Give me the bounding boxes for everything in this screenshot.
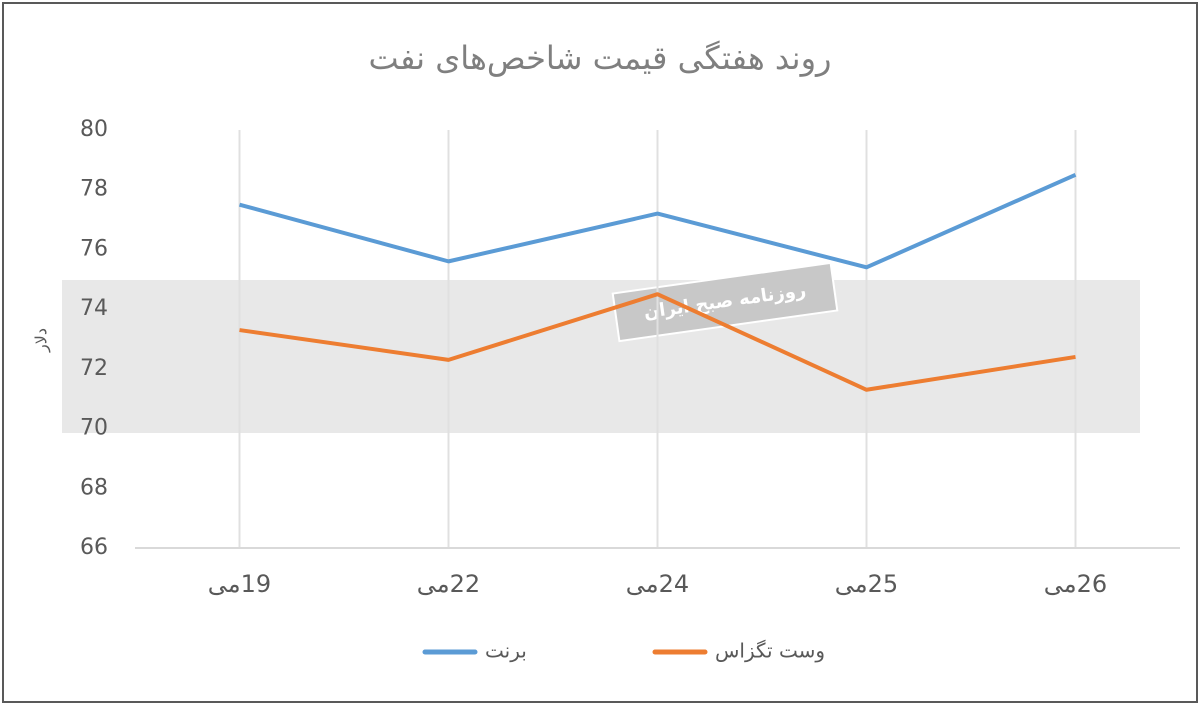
- x-tick-label: 26می: [1044, 570, 1107, 598]
- series-line: [238, 172, 1077, 270]
- x-tick-label: 19می: [208, 570, 271, 598]
- y-tick-label: 68: [80, 475, 108, 500]
- y-axis-label: دلار: [32, 328, 52, 353]
- y-tick-label: 76: [80, 236, 108, 261]
- y-tick-label: 66: [80, 535, 108, 560]
- chart-title: روند هفتگی قیمت شاخص‌های نفت: [369, 39, 832, 77]
- y-tick-label: 70: [80, 416, 108, 441]
- x-tick-label: 25می: [835, 570, 898, 598]
- y-tick-label: 78: [80, 177, 108, 202]
- y-tick-label: 74: [80, 296, 108, 321]
- y-tick-label: 80: [80, 117, 108, 142]
- watermark-band: [62, 280, 1140, 433]
- series-line: [239, 292, 1076, 392]
- y-tick-label: 72: [80, 356, 108, 381]
- x-tick-label: 24می: [626, 570, 689, 598]
- legend-label: برنت: [485, 639, 527, 663]
- legend-label: وست تگزاس: [715, 639, 825, 663]
- x-tick-label: 22می: [417, 570, 480, 598]
